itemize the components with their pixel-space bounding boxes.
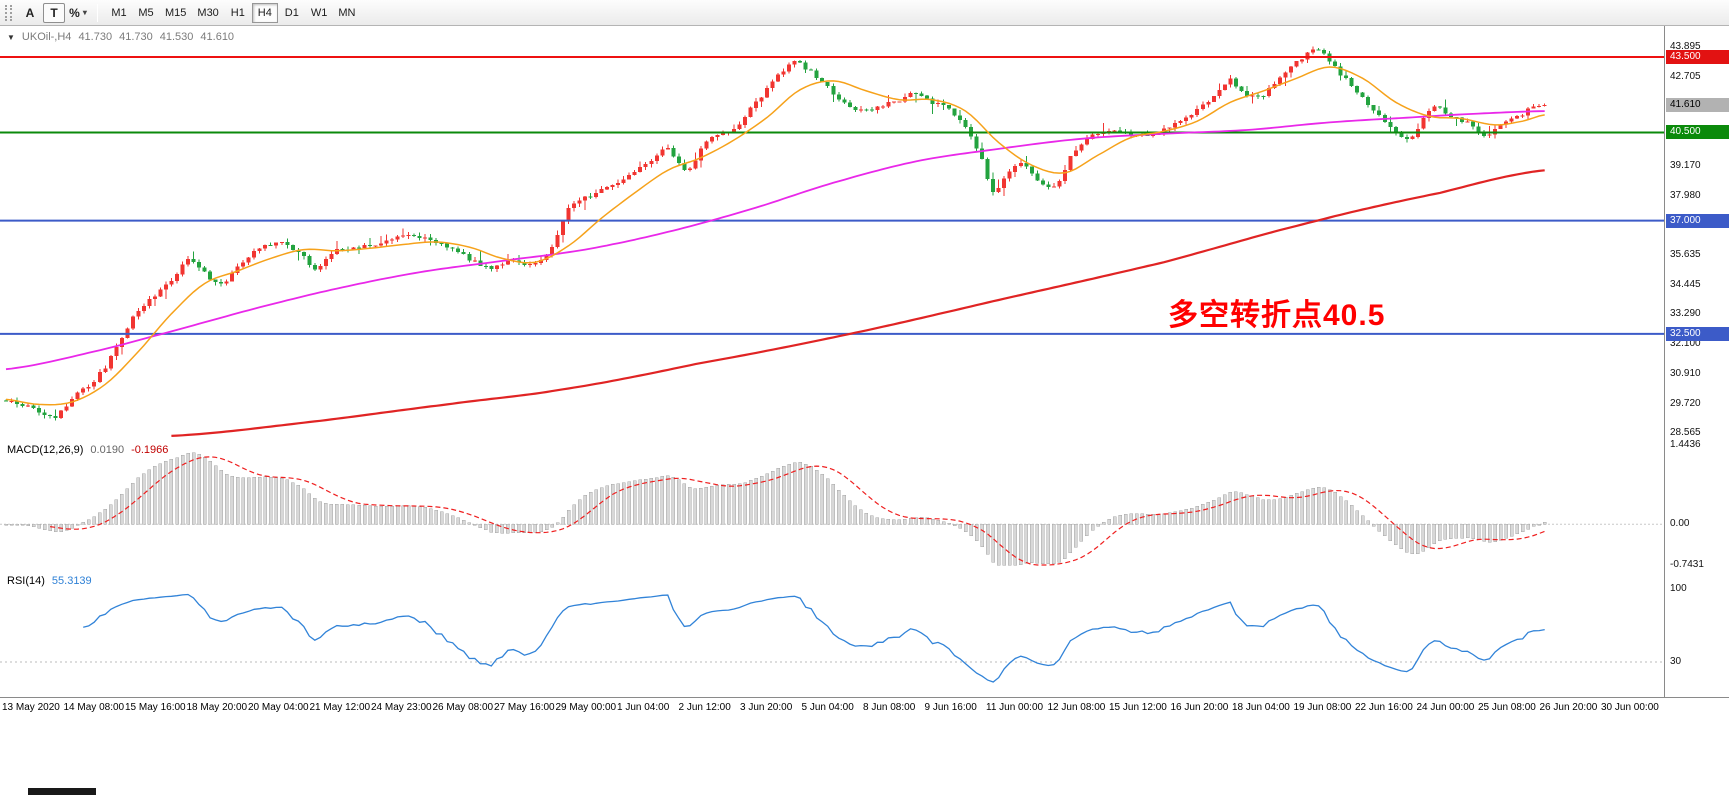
time-axis-label: 19 Jun 08:00 xyxy=(1293,702,1352,713)
price-tick: 33.290 xyxy=(1670,308,1701,320)
price-badge: 37.000 xyxy=(1666,213,1729,228)
price-badge: 40.500 xyxy=(1666,125,1729,140)
timeframe-button-m1[interactable]: M1 xyxy=(106,3,132,23)
price-tick: 39.170 xyxy=(1670,159,1701,171)
time-axis-label: 26 May 08:00 xyxy=(432,702,494,713)
ohlc-open: 41.730 xyxy=(78,31,113,43)
time-axis-label: 14 May 08:00 xyxy=(63,702,125,713)
timeframe-button-w1[interactable]: W1 xyxy=(306,3,333,23)
rsi-value: 55.3139 xyxy=(51,575,92,587)
timeframe-button-m5[interactable]: M5 xyxy=(133,3,159,23)
scale-tool-dropdown[interactable]: % ▾ xyxy=(67,3,89,23)
time-axis-label: 29 May 00:00 xyxy=(555,702,617,713)
time-axis-label: 25 Jun 08:00 xyxy=(1478,702,1536,713)
chart-annotation: 多空转折点40.5 xyxy=(1168,299,1386,332)
main-chart-panel[interactable]: ▼ UKOil-,H4 41.730 41.730 41.530 41.610 … xyxy=(0,26,1664,440)
ma-mid-line xyxy=(5,110,1545,371)
ohlc-close: 41.610 xyxy=(200,31,235,43)
price-tick: 43.895 xyxy=(1670,41,1701,52)
time-axis-label: 9 Jun 16:00 xyxy=(924,702,977,713)
ohlc-header: ▼ UKOil-,H4 41.730 41.730 41.530 41.610 xyxy=(7,31,234,43)
price-badge: 32.500 xyxy=(1666,326,1729,341)
timeframe-button-h1[interactable]: H1 xyxy=(225,3,251,23)
time-axis-label: 26 Jun 20:00 xyxy=(1539,702,1598,713)
ma-fast-line xyxy=(5,66,1545,406)
macd-value-signal: -0.1966 xyxy=(131,444,169,456)
bottom-strip xyxy=(0,718,1729,796)
symbol-dropdown-icon[interactable]: ▼ xyxy=(7,32,15,42)
rsi-name: RSI(14) xyxy=(7,575,45,587)
time-axis-label: 20 May 04:00 xyxy=(248,702,309,713)
price-tick: 30.910 xyxy=(1670,367,1701,379)
macd-name: MACD(12,26,9) xyxy=(7,444,84,456)
time-axis-label: 30 Jun 00:00 xyxy=(1601,702,1659,713)
rsi-canvas[interactable] xyxy=(0,571,1664,697)
timeframe-button-m30[interactable]: M30 xyxy=(192,3,223,23)
rsi-line xyxy=(83,593,1545,683)
time-axis-label: 12 Jun 08:00 xyxy=(1047,702,1106,713)
time-axis-label: 22 Jun 16:00 xyxy=(1355,702,1413,713)
price-tick: 35.635 xyxy=(1670,248,1701,260)
macd-tick: 1.4436 xyxy=(1670,439,1701,450)
toolbar: A T % ▾ M1 M5 M15 M30 H1 H4 D1 W1 MN xyxy=(0,0,1729,26)
time-axis-label: 24 May 23:00 xyxy=(371,702,432,713)
time-axis-label: 8 Jun 08:00 xyxy=(863,702,916,713)
time-axis-label: 3 Jun 20:00 xyxy=(740,702,793,713)
timeframe-button-h4[interactable]: H4 xyxy=(251,2,278,23)
price-tick: 28.565 xyxy=(1670,427,1701,438)
timeframe-button-d1[interactable]: D1 xyxy=(279,3,305,23)
timeframe-toolbar: M1 M5 M15 M30 H1 H4 D1 W1 MN xyxy=(106,2,360,23)
taskbar-fragment xyxy=(28,788,96,795)
price-scale[interactable]: 43.895 42.705 39.170 37.980 35.635 34.445 33.2… xyxy=(1664,26,1729,697)
candlestick-canvas[interactable] xyxy=(0,26,1664,440)
price-tick: 29.720 xyxy=(1670,397,1701,409)
toolbar-drag-handle-icon[interactable] xyxy=(5,4,12,21)
price-tick: 37.980 xyxy=(1670,189,1701,201)
text-tool-button[interactable]: T xyxy=(43,2,65,23)
rsi-panel[interactable]: RSI(14) 55.3139 xyxy=(0,571,1664,697)
macd-tick: -0.7431 xyxy=(1670,559,1704,570)
time-axis-label: 27 May 16:00 xyxy=(494,702,555,713)
price-badge: 43.500 xyxy=(1666,49,1729,64)
macd-tick: 0.00 xyxy=(1670,518,1690,530)
macd-canvas[interactable] xyxy=(0,440,1664,571)
time-axis-label: 15 May 16:00 xyxy=(125,702,186,713)
timeframe-button-m15[interactable]: M15 xyxy=(160,3,191,23)
chevron-down-icon: ▾ xyxy=(82,8,87,17)
macd-value-main: 0.0190 xyxy=(90,444,125,456)
time-axis-label: 15 Jun 12:00 xyxy=(1109,702,1167,713)
time-axis-label: 5 Jun 04:00 xyxy=(801,702,854,713)
macd-label: MACD(12,26,9) 0.0190 -0.1966 xyxy=(7,444,168,456)
label-tool-button[interactable]: A xyxy=(19,3,41,23)
time-axis-label: 2 Jun 12:00 xyxy=(678,702,731,713)
time-axis-label: 1 Jun 04:00 xyxy=(617,702,670,713)
ohlc-high: 41.730 xyxy=(119,31,153,43)
ma-slow-line xyxy=(171,169,1545,437)
ohlc-low: 41.530 xyxy=(159,31,194,43)
timeframe-button-mn[interactable]: MN xyxy=(333,3,360,23)
rsi-tick: 30 xyxy=(1670,656,1682,667)
price-tick: 42.705 xyxy=(1670,70,1701,82)
price-tick: 32.100 xyxy=(1670,337,1701,349)
macd-panel[interactable]: MACD(12,26,9) 0.0190 -0.1966 xyxy=(0,440,1664,571)
chart-area: ▼ UKOil-,H4 41.730 41.730 41.530 41.610 … xyxy=(0,26,1729,718)
price-badge: 41.610 xyxy=(1666,97,1729,112)
time-axis-label: 16 Jun 20:00 xyxy=(1170,702,1229,713)
time-axis-label: 21 May 12:00 xyxy=(309,702,371,713)
symbol-period-label: UKOil-,H4 xyxy=(21,31,72,43)
time-axis-label: 18 Jun 04:00 xyxy=(1232,702,1290,713)
time-axis[interactable]: 13 May 2020 14 May 08:00 15 May 16:00 18 Ma… xyxy=(0,697,1729,718)
time-axis-label: 18 May 20:00 xyxy=(186,702,248,713)
toolbar-separator xyxy=(97,3,98,22)
time-axis-label: 13 May 2020 xyxy=(2,702,60,713)
time-axis-label: 24 Jun 00:00 xyxy=(1416,702,1475,713)
percent-icon: % xyxy=(69,5,80,20)
rsi-label: RSI(14) 55.3139 xyxy=(7,575,92,587)
price-tick: 34.445 xyxy=(1670,278,1701,290)
macd-signal-line xyxy=(50,456,1545,566)
time-axis-label: 11 Jun 00:00 xyxy=(986,702,1044,713)
rsi-tick: 100 xyxy=(1670,583,1687,594)
